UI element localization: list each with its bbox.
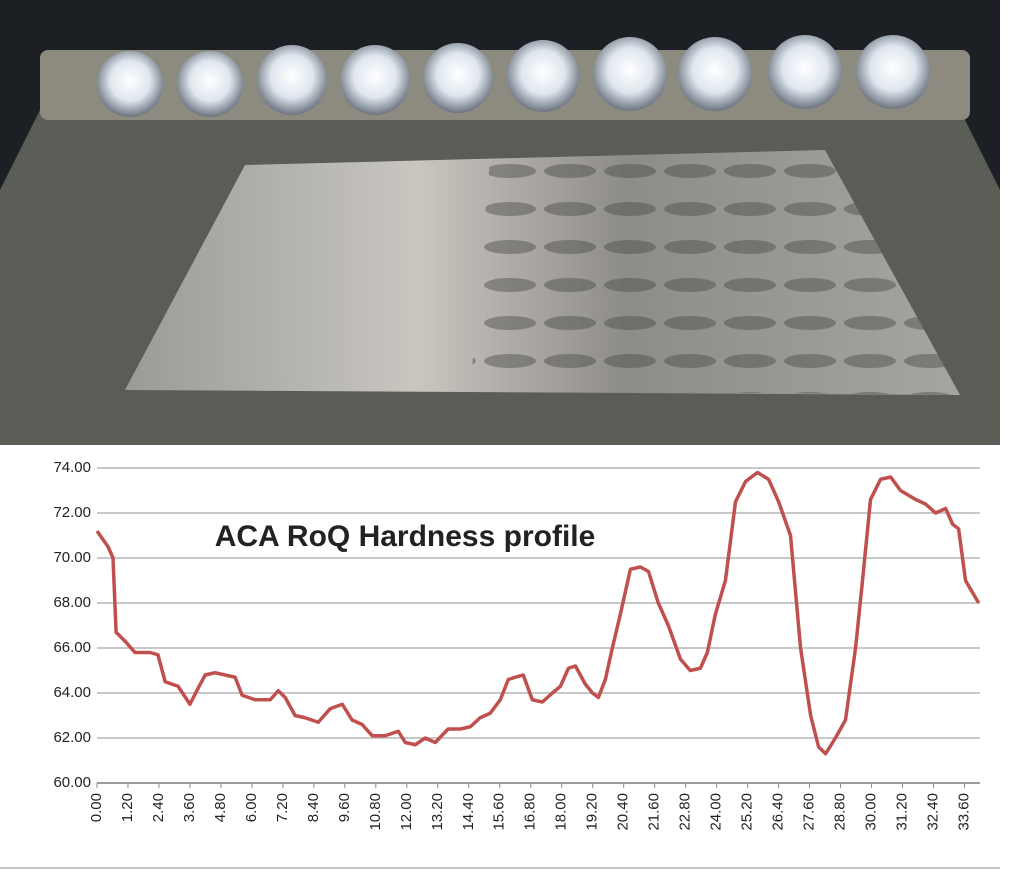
photo (0, 0, 1000, 445)
y-tick-label: 74.00 (53, 459, 91, 476)
sheet-wrinkles (470, 150, 960, 395)
x-tick-label: 28.80 (832, 793, 849, 831)
x-tick-label: 9.60 (336, 793, 353, 822)
y-tick-label: 68.00 (53, 594, 91, 611)
y-tick-label: 70.00 (53, 549, 91, 566)
lamps (97, 35, 930, 117)
y-tick-label: 60.00 (53, 774, 91, 791)
x-tick-label: 12.00 (398, 793, 415, 831)
x-tick-label: 32.40 (924, 793, 941, 831)
chart-title: ACA RoQ Hardness profile (215, 520, 596, 553)
x-tick-label: 15.60 (491, 793, 508, 831)
x-tick-label: 25.20 (739, 793, 756, 831)
x-tick-label: 3.60 (181, 793, 198, 822)
x-tick-label: 19.20 (584, 793, 601, 831)
x-tick-label: 7.20 (274, 793, 291, 822)
x-tick-label: 14.40 (460, 793, 477, 831)
y-tick-label: 66.00 (53, 639, 91, 656)
x-tick-label: 22.80 (677, 793, 694, 831)
x-tick-label: 4.80 (212, 793, 229, 822)
x-tick-label: 20.40 (615, 793, 632, 831)
x-tick-label: 21.60 (646, 793, 663, 831)
x-tick-label: 6.00 (243, 793, 260, 822)
data-line (95, 470, 981, 756)
y-tick-label: 72.00 (53, 504, 91, 521)
x-tick-label: 13.20 (429, 793, 446, 831)
x-tick-label: 8.40 (305, 793, 322, 822)
x-tick-label: 2.40 (150, 793, 167, 822)
x-tick-label: 26.40 (770, 793, 787, 831)
x-tick-label: 27.60 (801, 793, 818, 831)
y-tick-label: 64.00 (53, 684, 91, 701)
x-tick-label: 0.00 (88, 793, 105, 822)
x-tick-label: 10.80 (367, 793, 384, 831)
x-tick-label: 33.60 (955, 793, 972, 831)
x-tick-label: 24.00 (708, 793, 725, 831)
x-tick-label: 18.00 (553, 793, 570, 831)
x-tick-label: 16.80 (522, 793, 539, 831)
y-tick-label: 62.00 (53, 729, 91, 746)
x-tick-label: 1.20 (119, 793, 136, 822)
x-tick-label: 30.00 (863, 793, 880, 831)
x-tick-label: 31.20 (894, 793, 911, 831)
